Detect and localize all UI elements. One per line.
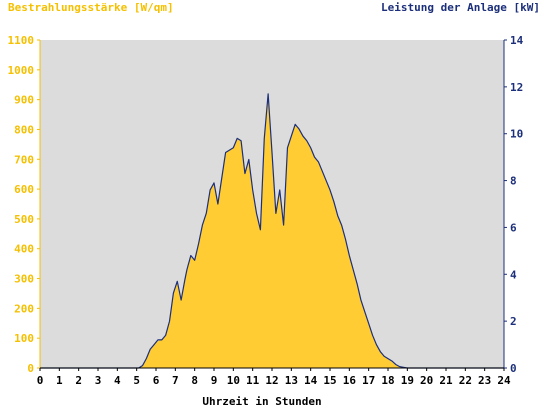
x-tick-label: 10	[227, 374, 240, 387]
x-tick-label: 12	[265, 374, 278, 387]
x-tick-label: 17	[362, 374, 375, 387]
x-tick-label: 18	[381, 374, 394, 387]
right-tick-label: 2	[510, 315, 517, 328]
left-tick-label: 200	[14, 302, 34, 315]
right-tick-label: 8	[510, 175, 517, 188]
x-tick-label: 4	[114, 374, 121, 387]
right-axis-ticks: 0 2 4 6 8 10 12 14	[504, 34, 524, 375]
x-tick-label: 8	[191, 374, 198, 387]
x-tick-label: 16	[343, 374, 357, 387]
left-tick-label: 300	[14, 273, 34, 286]
right-tick-label: 14	[510, 34, 524, 47]
x-tick-label: 20	[420, 374, 433, 387]
x-tick-label: 2	[75, 374, 82, 387]
x-tick-label: 15	[323, 374, 336, 387]
left-tick-label: 700	[14, 153, 34, 166]
power-line	[40, 93, 504, 369]
left-axis-title: Bestrahlungsstärke [W/qm]	[8, 1, 174, 14]
left-tick-label: 900	[14, 94, 34, 107]
x-tick-label: 13	[285, 374, 298, 387]
left-tick-label: 0	[27, 362, 34, 375]
series-layer	[40, 93, 504, 369]
right-tick-label: 10	[510, 128, 523, 141]
x-tick-label: 14	[304, 374, 318, 387]
left-tick-label: 800	[14, 123, 34, 136]
left-tick-label: 500	[14, 213, 34, 226]
left-tick-label: 100	[14, 332, 34, 345]
x-tick-label: 19	[401, 374, 414, 387]
right-axis-title: Leistung der Anlage [kW]	[381, 1, 540, 14]
x-tick-label: 7	[172, 374, 179, 387]
x-tick-label: 1	[56, 374, 63, 387]
x-tick-label: 11	[246, 374, 260, 387]
left-tick-label: 600	[14, 183, 34, 196]
right-tick-label: 12	[510, 81, 523, 94]
x-tick-label: 3	[95, 374, 102, 387]
right-tick-label: 4	[510, 268, 517, 281]
left-tick-label: 400	[14, 243, 34, 256]
x-tick-label: 0	[37, 374, 44, 387]
left-tick-label: 1000	[8, 64, 35, 77]
x-axis-label: Uhrzeit in Stunden	[202, 395, 321, 408]
x-axis-ticks: 0 1 2 3 4 5 6 7 8 9 10 11 12 13 14 15 16 17 18 19 20 21 22 23 24	[37, 368, 511, 387]
x-tick-label: 9	[211, 374, 218, 387]
x-tick-label: 23	[478, 374, 491, 387]
right-tick-label: 0	[510, 362, 517, 375]
x-tick-label: 22	[459, 374, 472, 387]
left-axis-ticks: 0 100 200 300 400 500 600 700 800 900 1000 1100	[8, 34, 40, 375]
left-tick-label: 1100	[8, 34, 35, 47]
irradiance-area	[40, 93, 504, 369]
right-tick-label: 6	[510, 221, 517, 234]
x-tick-label: 6	[153, 374, 160, 387]
x-tick-label: 24	[497, 374, 511, 387]
x-tick-label: 5	[133, 374, 140, 387]
x-tick-label: 21	[439, 374, 453, 387]
